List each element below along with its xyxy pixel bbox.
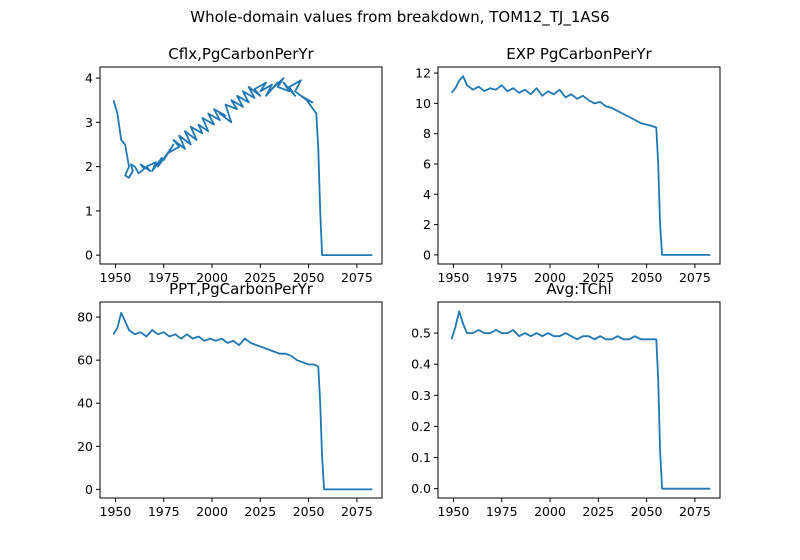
y-tick-label: 0.3: [411, 388, 431, 403]
x-tick-label: 1950: [438, 270, 470, 285]
subplot-title: PPT,PgCarbonPerYr: [169, 280, 314, 298]
x-tick-label: 2000: [534, 270, 566, 285]
series-line: [112, 311, 373, 491]
y-tick-label: 0: [85, 482, 93, 497]
subplot-title: Avg:TChl: [546, 280, 611, 298]
axes-frame: [99, 66, 383, 265]
y-tick-label: 4: [423, 187, 431, 202]
y-tick-label: 8: [423, 126, 431, 141]
subplot-3: 1950 1975 2000 2025 2050 2075 0 20 40 60 80 PPT,PgC…: [77, 280, 383, 519]
y-tick-label: 2: [85, 159, 93, 174]
x-tick-label: 1975: [486, 270, 518, 285]
x-tick-label: 2050: [293, 504, 325, 519]
x-tick-label: 2025: [582, 270, 614, 285]
y-tick-label: 0.1: [411, 450, 431, 465]
axes-frame: [437, 301, 721, 499]
x-tick-label: 2050: [631, 270, 663, 285]
x-tick-label: 2075: [679, 270, 711, 285]
subplot-title: Cflx,PgCarbonPerYr: [168, 45, 314, 63]
axes-frame: [437, 66, 721, 265]
x-tick-label: 1950: [100, 504, 132, 519]
x-tick-label: 2075: [679, 504, 711, 519]
subplot-1: 1950 1975 2000 2025 2050 2075 0 1 2 3 4 Cflx,PgCarb…: [85, 45, 383, 285]
x-tick-label: 2075: [341, 504, 373, 519]
y-tick-label: 80: [77, 310, 93, 325]
x-tick-label: 2000: [534, 504, 566, 519]
y-tick-label: 20: [77, 439, 93, 454]
y-tick-label: 0.0: [411, 481, 431, 496]
y-tick-label: 40: [77, 396, 93, 411]
x-tick-label: 1975: [148, 270, 180, 285]
y-tick-label: 60: [77, 353, 93, 368]
x-tick-label: 2025: [582, 504, 614, 519]
x-tick-label: 1950: [438, 504, 470, 519]
x-tick-label: 2050: [631, 504, 663, 519]
figure-suptitle: Whole-domain values from breakdown, TOM1…: [190, 8, 610, 26]
x-tick-label: 2050: [293, 270, 325, 285]
series-line: [450, 310, 711, 490]
y-tick-label: 3: [85, 115, 93, 130]
x-tick-label: 2000: [196, 270, 228, 285]
subplot-title: EXP PgCarbonPerYr: [506, 45, 652, 63]
y-tick-label: 0.5: [411, 326, 431, 341]
y-tick-label: 1: [85, 203, 93, 218]
y-tick-label: 12: [415, 66, 431, 81]
x-tick-label: 2075: [341, 270, 373, 285]
y-tick-label: 0: [423, 247, 431, 262]
y-tick-label: 4: [85, 71, 93, 86]
y-tick-label: 0: [85, 248, 93, 263]
y-tick-label: 0.2: [411, 419, 431, 434]
x-tick-label: 1975: [148, 504, 180, 519]
y-tick-label: 10: [415, 96, 431, 111]
x-tick-label: 1950: [100, 270, 132, 285]
y-tick-label: 6: [423, 156, 431, 171]
x-tick-label: 1975: [486, 504, 518, 519]
y-tick-label: 0.4: [411, 357, 431, 372]
subplot-4: 1950 1975 2000 2025 2050 2075 0.0 0.1 0.2 0.3 0.4 0…: [411, 280, 721, 519]
y-tick-label: 2: [423, 217, 431, 232]
x-tick-label: 2025: [244, 270, 276, 285]
subplot-2: 1950 1975 2000 2025 2050 2075 0 2 4 6 8 10 12 EXP PgC…: [415, 45, 721, 285]
x-tick-label: 2000: [196, 504, 228, 519]
series-line: [450, 75, 711, 256]
axes-frame: [99, 301, 383, 499]
x-tick-label: 2025: [244, 504, 276, 519]
series-line: [112, 77, 373, 256]
